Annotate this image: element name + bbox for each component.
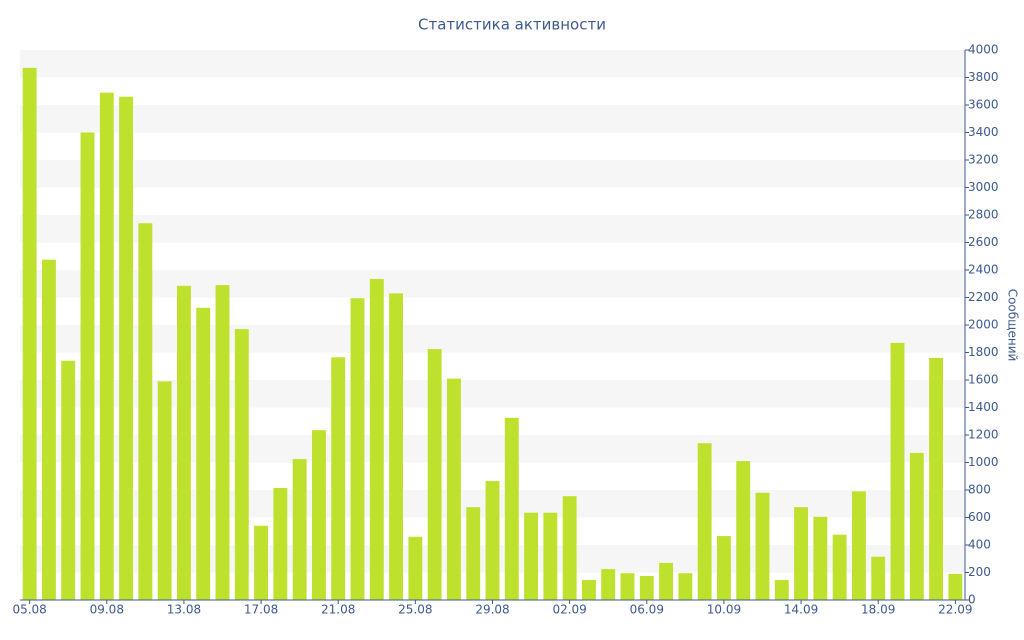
x-tick-label: 06.09 bbox=[630, 603, 664, 617]
y-tick-label: 2000 bbox=[968, 318, 999, 332]
bar bbox=[697, 443, 712, 600]
y-tick-label: 800 bbox=[968, 483, 991, 497]
y-tick-label: 0 bbox=[968, 593, 976, 607]
x-tick-label: 14.09 bbox=[784, 603, 818, 617]
bar bbox=[716, 536, 731, 600]
bar bbox=[22, 67, 37, 600]
y-tick-label: 2800 bbox=[968, 208, 999, 222]
bar bbox=[196, 307, 211, 600]
y-tick-label: 4000 bbox=[968, 43, 999, 57]
bar bbox=[119, 96, 134, 600]
y-tick-label: 3600 bbox=[968, 98, 999, 112]
bar bbox=[408, 536, 423, 600]
bar bbox=[543, 512, 558, 600]
bar bbox=[659, 562, 674, 600]
x-tick-label: 10.09 bbox=[707, 603, 741, 617]
grid-band bbox=[20, 270, 965, 298]
y-tick-label: 400 bbox=[968, 538, 991, 552]
x-tick-label: 21.08 bbox=[321, 603, 355, 617]
y-tick-label: 600 bbox=[968, 510, 991, 524]
x-tick-label: 29.08 bbox=[475, 603, 509, 617]
grid-band bbox=[20, 325, 965, 353]
y-tick-label: 1800 bbox=[968, 345, 999, 359]
x-tick-label: 13.08 bbox=[167, 603, 201, 617]
bar bbox=[138, 223, 153, 600]
bar bbox=[254, 525, 269, 600]
bar bbox=[61, 360, 76, 600]
y-tick-label: 1000 bbox=[968, 455, 999, 469]
grid-band bbox=[20, 215, 965, 243]
grid-band bbox=[20, 105, 965, 133]
x-tick-label: 22.09 bbox=[938, 603, 972, 617]
bar bbox=[485, 481, 500, 600]
x-tick-label: 18.09 bbox=[861, 603, 895, 617]
y-tick-label: 1600 bbox=[968, 373, 999, 387]
bar bbox=[292, 459, 307, 600]
bar bbox=[369, 278, 384, 600]
grid-band bbox=[20, 160, 965, 188]
bar bbox=[832, 534, 847, 600]
x-tick-label: 17.08 bbox=[244, 603, 278, 617]
bar bbox=[524, 512, 539, 600]
bar bbox=[311, 430, 326, 600]
y-tick-label: 3400 bbox=[968, 125, 999, 139]
bar bbox=[215, 285, 230, 600]
bar bbox=[80, 132, 95, 600]
y-axis-label: Сообщений bbox=[1006, 289, 1020, 362]
bar bbox=[909, 452, 924, 600]
bar bbox=[234, 329, 249, 600]
bar bbox=[99, 92, 114, 600]
y-tick-label: 1400 bbox=[968, 400, 999, 414]
bar bbox=[350, 298, 365, 600]
bar bbox=[774, 580, 789, 600]
bar bbox=[851, 491, 866, 600]
bar bbox=[273, 487, 288, 600]
y-tick-label: 3000 bbox=[968, 180, 999, 194]
bar bbox=[678, 573, 693, 600]
x-tick-label: 05.08 bbox=[12, 603, 46, 617]
bar bbox=[871, 556, 886, 600]
x-tick-label: 02.09 bbox=[552, 603, 586, 617]
y-tick-label: 200 bbox=[968, 565, 991, 579]
bar bbox=[466, 507, 481, 600]
y-tick-label: 2600 bbox=[968, 235, 999, 249]
bar bbox=[620, 573, 635, 600]
bar bbox=[639, 575, 654, 600]
bar bbox=[446, 378, 461, 600]
y-tick-label: 1200 bbox=[968, 428, 999, 442]
bar bbox=[157, 381, 172, 600]
bar bbox=[581, 580, 596, 600]
bar bbox=[890, 342, 905, 600]
y-tick-label: 2400 bbox=[968, 263, 999, 277]
y-tick-label: 3800 bbox=[968, 70, 999, 84]
bar bbox=[176, 285, 191, 600]
x-tick-label: 09.08 bbox=[90, 603, 124, 617]
x-tick-label: 25.08 bbox=[398, 603, 432, 617]
bar bbox=[41, 259, 56, 600]
bar bbox=[929, 358, 944, 600]
bar bbox=[389, 293, 404, 600]
bar bbox=[794, 507, 809, 600]
grid-band bbox=[20, 50, 965, 78]
bar bbox=[813, 516, 828, 600]
y-tick-label: 3200 bbox=[968, 153, 999, 167]
bar bbox=[504, 417, 519, 600]
chart-title: Статистика активности bbox=[418, 16, 606, 34]
bar bbox=[948, 573, 963, 600]
y-tick-label: 2200 bbox=[968, 290, 999, 304]
bar bbox=[331, 357, 346, 600]
bar bbox=[427, 349, 442, 600]
bar bbox=[562, 496, 577, 600]
bar bbox=[601, 569, 616, 600]
bar bbox=[755, 492, 770, 600]
bar bbox=[736, 461, 751, 600]
